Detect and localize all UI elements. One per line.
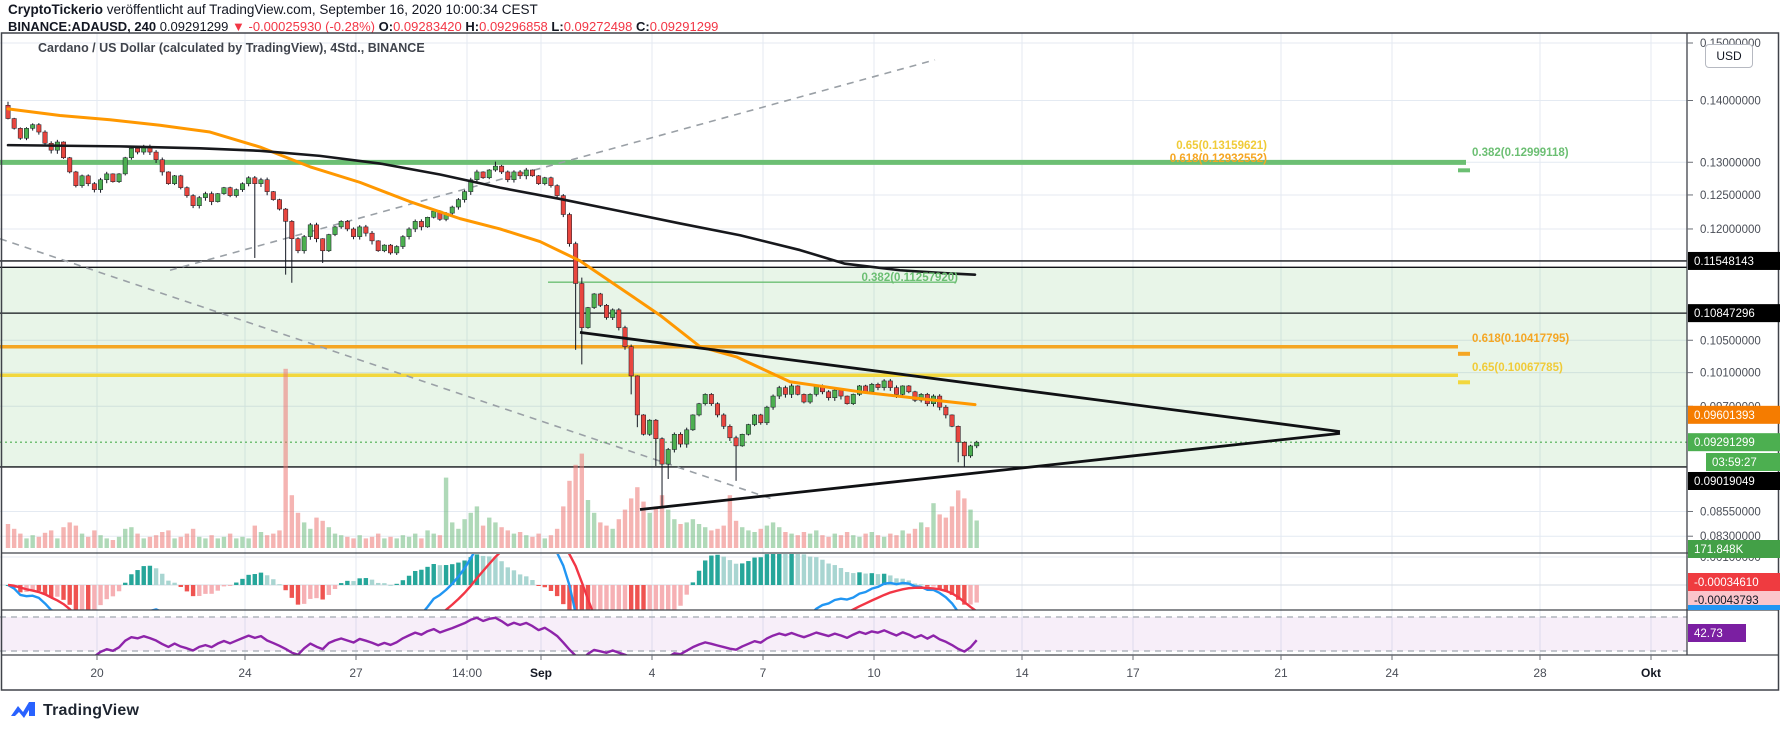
rsi-line <box>94 616 978 655</box>
low-label: L: <box>551 19 564 34</box>
pane-frame <box>0 32 1780 691</box>
axis-value-badge: 0.09019049 <box>1694 476 1755 488</box>
time-tick-label: 28 <box>1533 666 1547 680</box>
tradingview-logo[interactable]: TradingView <box>10 698 139 724</box>
direction-down-icon: ▼ <box>232 19 245 34</box>
time-tick-label: 27 <box>349 666 363 680</box>
macd-histogram <box>0 554 1687 610</box>
price-tick-label: 0.14000000 <box>1700 95 1761 107</box>
axis-value-badge: 171.848K <box>1694 544 1744 556</box>
low-value: 0.09272498 <box>563 19 633 34</box>
time-tick-label: 7 <box>760 666 767 680</box>
close-label: C: <box>636 19 650 34</box>
currency-toggle-button[interactable]: USD <box>1705 44 1753 68</box>
high-label: H: <box>465 19 480 34</box>
fib-level-label: 0.618(0.12932552) <box>1170 153 1267 165</box>
orange-moving-average <box>6 107 977 407</box>
publish-header: CryptoTickerio veröffentlicht auf Tradin… <box>8 2 538 17</box>
fib-labels: 0.65(0.13159621)0.618(0.12932552) 0.382(0… <box>861 140 1569 374</box>
publisher-name: CryptoTickerio <box>8 2 104 17</box>
price-tick-label: 0.12500000 <box>1700 190 1761 202</box>
open-label: O: <box>378 19 394 34</box>
price-tick-label: 0.12000000 <box>1700 224 1761 236</box>
old-trendlines-dashed <box>0 59 936 500</box>
price-tick-label: 0.10100000 <box>1700 368 1761 380</box>
fib-level-label: 0.382(0.12999118) <box>1472 147 1569 159</box>
axis-value-badge: 0.10847296 <box>1694 308 1755 320</box>
fib-level-label: 0.65(0.10067785) <box>1472 362 1563 374</box>
symbol-name: BINANCE:ADAUSD, 240 <box>8 19 157 34</box>
publish-info: veröffentlicht auf TradingView.com, Sept… <box>103 2 538 17</box>
price-axis-badges: 0.11548143 0.10847296 0.09601393 0.09291299… <box>1688 251 1780 642</box>
tradingview-logo-text: TradingView <box>43 702 140 719</box>
fib-level-label: 0.65(0.13159621) <box>1176 140 1267 152</box>
axis-value-badge: 0.09291299 <box>1694 437 1755 449</box>
time-tick-label: Sep <box>530 666 552 680</box>
time-tick-label: 17 <box>1126 666 1140 680</box>
time-tick-label: 21 <box>1274 666 1288 680</box>
price-axis[interactable] <box>1688 33 1780 655</box>
axis-value-badge: 03:59:27 <box>1712 457 1757 469</box>
macd-signal-line <box>7 554 977 610</box>
time-tick-label: 4 <box>649 666 656 680</box>
price-tick-label: 0.10500000 <box>1700 335 1761 347</box>
chart-legend-title[interactable]: Cardano / US Dollar (calculated by Tradi… <box>38 41 425 55</box>
tradingview-logo-icon <box>11 702 35 718</box>
symmetrical-triangle <box>579 330 1341 511</box>
black-moving-average <box>6 143 977 276</box>
open-value: 0.09283420 <box>393 19 462 34</box>
time-tick-label: 10 <box>867 666 881 680</box>
fib-level-label: 0.382(0.11257920) <box>861 272 958 284</box>
price-change: -0.00025930 (-0.28%) <box>248 19 375 34</box>
high-value: 0.09296858 <box>479 19 548 34</box>
time-tick-label: 20 <box>90 666 104 680</box>
time-tick-label: 14 <box>1015 666 1029 680</box>
axis-value-badge: 42.73 <box>1694 628 1723 640</box>
time-axis-labels: 20 24 27 14:00 Sep 4 7 10 14 17 21 24 28 Okt <box>90 655 1661 680</box>
close-value: 0.09291299 <box>649 19 719 34</box>
time-axis[interactable] <box>0 656 1687 690</box>
symbol-status-line: BINANCE:ADAUSD, 240 0.09291299 ▼ -0.0002… <box>8 19 718 34</box>
axis-value-badge: -0.00034610 <box>1694 577 1759 589</box>
last-price: 0.09291299 <box>159 19 229 34</box>
price-tick-label: 0.08550000 <box>1700 506 1761 518</box>
axis-value-badge: 0.09601393 <box>1694 410 1755 422</box>
axis-value-badge: 0.11548143 <box>1694 256 1754 268</box>
volume-bars <box>5 368 979 548</box>
fib-level-label: 0.618(0.10417795) <box>1472 333 1569 345</box>
fib-retracement-lines <box>0 159 1470 385</box>
axis-value-badge: -0.00043793 <box>1694 595 1759 607</box>
time-tick-label: 24 <box>238 666 252 680</box>
time-tick-label: Okt <box>1641 666 1661 680</box>
time-tick-label: 14:00 <box>452 666 482 680</box>
price-axis-labels: 0.150000000.140000000.130000000.12500000… <box>1687 38 1761 564</box>
chart-plot-area[interactable] <box>0 33 1687 655</box>
time-tick-label: 24 <box>1385 666 1399 680</box>
price-tick-label: 0.13000000 <box>1700 157 1761 169</box>
